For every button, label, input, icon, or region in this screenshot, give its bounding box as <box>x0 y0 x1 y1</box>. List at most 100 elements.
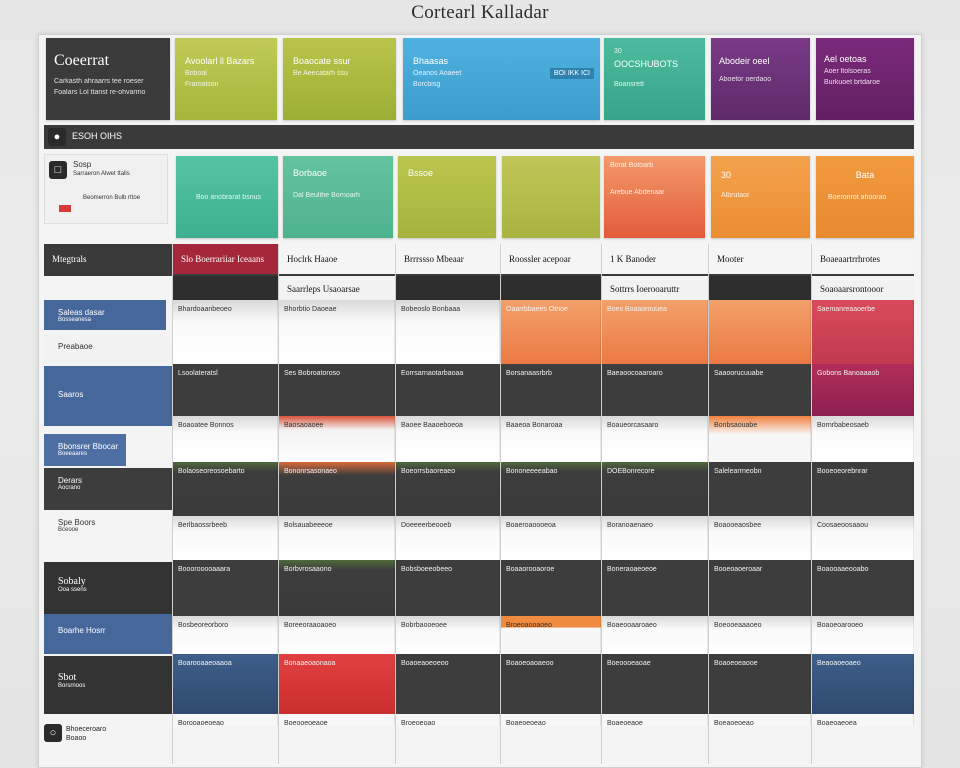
calendar-cell-r7-c6[interactable]: Boeooeaaaoeo <box>709 616 811 654</box>
row-label-7[interactable]: Sobaly Ooa ssens <box>44 562 172 614</box>
second-tile-6-title: 30 <box>721 170 732 180</box>
second-tile-2[interactable]: Borbaoe Dal Beulthe Bornoarh <box>283 156 393 238</box>
calendar-cell-r2-c4[interactable]: Borsanaasrbrb <box>501 364 601 416</box>
row-label-2[interactable]: Preabaoe <box>44 334 172 364</box>
calendar-cell-r1-c5[interactable]: Boes Boaaorouuea <box>602 300 708 364</box>
calendar-cell-r6-c7[interactable]: Boaooaaeooabo <box>812 560 914 616</box>
calendar-cell-r7-c4[interactable]: Broeoaooaoeo <box>501 616 601 654</box>
row-label-5[interactable]: Derars Aocrano <box>44 468 172 510</box>
calendar-cell-r9-c5[interactable]: Boaeoeaoe <box>602 714 708 726</box>
calendar-cell-text: Baeaoocoaaroaro <box>607 370 663 377</box>
calendar-cell-r4-c5[interactable]: DOEBonrecore <box>602 462 708 516</box>
calendar-cell-r9-c6[interactable]: Boeaoeoeao <box>709 714 811 726</box>
second-tile-5[interactable]: Borat Botoarb Arebue Abdenaar <box>604 156 705 238</box>
calendar-cell-r6-c6[interactable]: Booeoaoeroaar <box>709 560 811 616</box>
calendar-cell-r8-c6[interactable]: Boaoeoeaooe <box>709 654 811 714</box>
second-tile-3[interactable]: Bssoe <box>398 156 496 238</box>
top-tile-2[interactable]: Boaocate ssur Be Aeecatarh ssu <box>283 38 396 120</box>
calendar-cell-r7-c1[interactable]: Bosbeoreorboro <box>173 616 278 654</box>
calendar-cell-r6-c5[interactable]: Boneraoaeoeoe <box>602 560 708 616</box>
calendar-cell-r1-c6[interactable] <box>709 300 811 364</box>
calendar-cell-r8-c4[interactable]: Boaoeoaoaeoo <box>501 654 601 714</box>
calendar-cell-r4-c2[interactable]: Bononrsasonaeo <box>279 462 395 516</box>
grid-header-0[interactable]: Mtegtrals <box>52 254 87 264</box>
second-tile-4[interactable] <box>502 156 600 238</box>
grid-header-2[interactable]: Hoclrk Haaoe <box>279 244 395 274</box>
calendar-cell-r5-c3[interactable]: Doeeeerbeooeb <box>396 516 500 560</box>
calendar-cell-r2-c6[interactable]: Saaoorucuuabe <box>709 364 811 416</box>
grid-header-4[interactable]: Roossler acepoar <box>501 244 601 274</box>
top-tile-5[interactable]: Abodeir oeel Aboetor oerdaoo <box>711 38 810 120</box>
calendar-cell-r7-c7[interactable]: Boaoeoarooeo <box>812 616 914 654</box>
calendar-cell-r9-c3[interactable]: Broeoeoao <box>396 714 500 726</box>
calendar-cell-r6-c4[interactable]: Boaaorooaoroe <box>501 560 601 616</box>
calendar-cell-r1-c2[interactable]: Bhorbtio Daoeae <box>279 300 395 364</box>
calendar-cell-r2-c7[interactable]: Gobons Banoaaaob <box>812 364 914 416</box>
top-tile-1[interactable]: Avoolarl ll Bazars Boboal Fraroalson <box>175 38 277 120</box>
calendar-cell-r2-c5[interactable]: Baeaoocoaaroaro <box>602 364 708 416</box>
calendar-cell-r4-c4[interactable]: Bononeeeeabao <box>501 462 601 516</box>
row-label-3[interactable]: Saaros <box>44 366 172 426</box>
row-label-4[interactable]: Bbonsrer Bbocar Boeeaares <box>44 434 126 466</box>
calendar-cell-r9-c2[interactable]: Boeooeoeaoe <box>279 714 395 726</box>
calendar-cell-r3-c5[interactable]: Boaueorcasaaro <box>602 416 708 462</box>
grid-header-1[interactable]: Slo Boerrariiar Iceaans <box>173 244 278 274</box>
row-label-1[interactable]: Saleas dasar Bosseanesa <box>44 300 166 330</box>
calendar-cell-r3-c1[interactable]: Boaoatee Bonnos <box>173 416 278 462</box>
calendar-cell-r5-c6[interactable]: Boaooeaosbee <box>709 516 811 560</box>
calendar-cell-r4-c7[interactable]: Booeoeorebnrar <box>812 462 914 516</box>
calendar-cell-r3-c2[interactable]: Baosaoaoee <box>279 416 395 462</box>
calendar-cell-r1-c1[interactable]: Bhardoaanbeoeo <box>173 300 278 364</box>
calendar-cell-r9-c7[interactable]: Boaeoaeoea <box>812 714 914 726</box>
row-label-8[interactable]: Boarhe Hosrr <box>44 614 172 654</box>
calendar-cell-r5-c2[interactable]: Bolsauabeeeoe <box>279 516 395 560</box>
section-bar[interactable]: ● ESOH OIHS <box>44 125 914 149</box>
calendar-cell-r3-c7[interactable]: Bornrbabeosaeb <box>812 416 914 462</box>
calendar-cell-r5-c7[interactable]: Coosaeoosaaou <box>812 516 914 560</box>
calendar-cell-r4-c3[interactable]: Boeorrsbaoreaeo <box>396 462 500 516</box>
calendar-cell-r2-c3[interactable]: Eorrsarnaotarbaoaa <box>396 364 500 416</box>
grid-header-7[interactable]: Boaeaartrrhrotes <box>812 244 914 274</box>
calendar-cell-r3-c4[interactable]: Baaeoa Bonaroaa <box>501 416 601 462</box>
grid-line <box>811 244 812 764</box>
calendar-cell-r7-c2[interactable]: Boreeoraaoaoeo <box>279 616 395 654</box>
calendar-cell-r5-c5[interactable]: Boranoaenaeo <box>602 516 708 560</box>
calendar-cell-r8-c2[interactable]: Bonaaeoaonaoa <box>279 654 395 714</box>
calendar-cell-r8-c5[interactable]: Boeoooeaoae <box>602 654 708 714</box>
row-label-9[interactable]: Sbot Borsrnoos <box>44 656 172 714</box>
second-tile-1[interactable]: Boo anobrarat bsnus <box>176 156 278 238</box>
calendar-cell-r8-c7[interactable]: Beaoaoeoaeo <box>812 654 914 714</box>
calendar-cell-r1-c4[interactable]: Oaarrbbaees Otnoe <box>501 300 601 364</box>
top-tile-3-title: Bhaasas <box>413 56 449 66</box>
calendar-cell-r4-c1[interactable]: Bolaoseoreosoebarto <box>173 462 278 516</box>
grid-header-3[interactable]: Brrrssso Mbeaar <box>396 244 500 274</box>
calendar-cell-r1-c3[interactable]: Bobeoslo Bonbaaa <box>396 300 500 364</box>
second-tile-6[interactable]: 30 Albrutaor <box>711 156 810 238</box>
calendar-cell-r6-c2[interactable]: Borbvrosaaono <box>279 560 395 616</box>
calendar-cell-r8-c3[interactable]: Boaoeaoeoeoo <box>396 654 500 714</box>
calendar-cell-r9-c1[interactable]: Borooaoeoeao <box>173 714 278 726</box>
calendar-cell-r3-c6[interactable]: Bonbsaouabe <box>709 416 811 462</box>
second-tile-7[interactable]: Bata Boeronrot ahoorao <box>816 156 914 238</box>
calendar-cell-r1-c7[interactable]: Saemanreaaoerbe <box>812 300 914 364</box>
top-tile-6[interactable]: Ael oetoas Aoer ltolsoeras Burkuoet brtd… <box>816 38 914 120</box>
calendar-cell-r3-c3[interactable]: Baoee Baaoeboeoa <box>396 416 500 462</box>
calendar-cell-r9-c4[interactable]: Boaeoeoeao <box>501 714 601 726</box>
grid-header-6[interactable]: Mooter <box>709 244 811 274</box>
grid-header-5[interactable]: 1 K Banoder <box>602 244 708 274</box>
row-label-6[interactable]: Spe Boors Bceooe <box>44 510 172 560</box>
calendar-cell-r4-c6[interactable]: Salelearrneobn <box>709 462 811 516</box>
calendar-cell-r7-c5[interactable]: Boaeooaaroaeo <box>602 616 708 654</box>
calendar-cell-r8-c1[interactable]: Boarooaaeoaaoa <box>173 654 278 714</box>
brand-tile[interactable]: Coeerrat Carkasth ahraarrs tee roeser Fo… <box>46 38 170 120</box>
calendar-cell-r6-c1[interactable]: Booorooooaaara <box>173 560 278 616</box>
top-tile-3[interactable]: Bhaasas Oeanos Aoaeet Borcbisg BOI IKK I… <box>403 38 600 120</box>
calendar-cell-r7-c3[interactable]: Bobrbaooeoee <box>396 616 500 654</box>
top-tile-3-badge[interactable]: BOI IKK ICI <box>549 68 594 79</box>
calendar-cell-r2-c1[interactable]: Lsoolateratsl <box>173 364 278 416</box>
top-tile-4[interactable]: 30 OOCSHUBOTS Boansrett <box>604 38 705 120</box>
calendar-cell-r5-c1[interactable]: Berlbaossrbeeb <box>173 516 278 560</box>
calendar-cell-r6-c3[interactable]: Bobsboeeobeeo <box>396 560 500 616</box>
calendar-cell-r2-c2[interactable]: Ses Bobroatoroso <box>279 364 395 416</box>
calendar-cell-r5-c4[interactable]: Boaeroaoooeoa <box>501 516 601 560</box>
